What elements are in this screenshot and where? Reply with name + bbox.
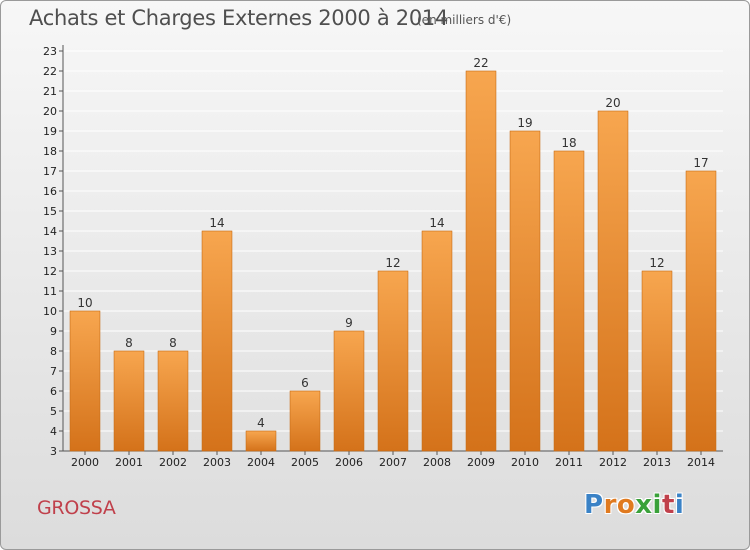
y-tick-label: 9 (50, 325, 57, 338)
y-tick-label: 5 (50, 405, 57, 418)
x-tick-label: 2006 (335, 456, 363, 469)
bar (421, 230, 453, 452)
y-tick-label: 18 (43, 145, 57, 158)
x-tick-label: 2008 (423, 456, 451, 469)
bar-value-label: 8 (125, 336, 133, 350)
y-tick-label: 19 (43, 125, 57, 138)
logo-letter: P (584, 490, 604, 520)
bar-value-label: 10 (77, 296, 92, 310)
bar (377, 270, 409, 452)
labels: 3 4 5 6 7 8 9 10 11 12 13 14 15 16 17 18 19 20 21 22 23 10 200… (43, 45, 715, 469)
chart-unit-label: (en milliers d'€) (417, 13, 512, 27)
y-tick-label: 4 (50, 425, 57, 438)
y-tick-label: 15 (43, 205, 57, 218)
bar-value-label: 12 (649, 256, 664, 270)
bar-value-label: 12 (385, 256, 400, 270)
x-tick-label: 2002 (159, 456, 187, 469)
x-tick-label: 2011 (555, 456, 583, 469)
bar-value-label: 8 (169, 336, 177, 350)
y-tick-label: 8 (50, 345, 57, 358)
bar-value-label: 6 (301, 376, 309, 390)
x-tick-label: 2005 (291, 456, 319, 469)
y-tick-label: 12 (43, 265, 57, 278)
logo-letter: r (603, 490, 617, 520)
y-tick-label: 16 (43, 185, 57, 198)
bar-value-label: 22 (473, 56, 488, 70)
x-tick-label: 2003 (203, 456, 231, 469)
bar (245, 430, 277, 452)
y-tick-label: 20 (43, 105, 57, 118)
bar-value-label: 9 (345, 316, 353, 330)
bar (333, 330, 365, 452)
y-tick-label: 13 (43, 245, 57, 258)
y-tick-label: 10 (43, 305, 57, 318)
y-tick-label: 11 (43, 285, 57, 298)
chart-title: Achats et Charges Externes 2000 à 2014 (29, 6, 449, 30)
bar-value-label: 20 (605, 96, 620, 110)
bar (289, 390, 321, 452)
y-tick-label: 7 (50, 365, 57, 378)
bar-value-label: 19 (517, 116, 532, 130)
bar (113, 350, 145, 452)
bar (157, 350, 189, 452)
bar-value-label: 14 (209, 216, 224, 230)
x-tick-label: 2007 (379, 456, 407, 469)
bar (465, 70, 497, 452)
x-tick-label: 2001 (115, 456, 143, 469)
bar-value-label: 18 (561, 136, 576, 150)
x-tick-label: 2012 (599, 456, 627, 469)
logo-letter: x (635, 490, 653, 520)
bar-value-label: 4 (257, 416, 265, 430)
bar-value-label: 17 (693, 156, 708, 170)
bars (69, 70, 717, 452)
bar (641, 270, 673, 452)
x-tick-label: 2013 (643, 456, 671, 469)
x-tick-label: 2009 (467, 456, 495, 469)
bar (597, 110, 629, 452)
bar (685, 170, 717, 452)
y-tick-label: 17 (43, 165, 57, 178)
logo-letter: t (661, 490, 675, 520)
logo-letter: i (652, 490, 662, 520)
proxiti-logo: Proxiti (584, 490, 684, 520)
y-tick-label: 21 (43, 85, 57, 98)
x-tick-label: 2000 (71, 456, 99, 469)
logo-letter: i (674, 490, 685, 520)
y-tick-label: 6 (50, 385, 57, 398)
logo-letter: o (616, 490, 636, 520)
commune-name: GROSSA (37, 497, 116, 519)
bar (509, 130, 541, 452)
bar (69, 310, 101, 452)
bar (201, 230, 233, 452)
bar (553, 150, 585, 452)
bar-value-label: 14 (429, 216, 444, 230)
x-tick-label: 2014 (687, 456, 715, 469)
x-tick-label: 2004 (247, 456, 275, 469)
y-tick-label: 23 (43, 45, 57, 58)
y-tick-label: 3 (50, 445, 57, 458)
x-tick-label: 2010 (511, 456, 539, 469)
y-tick-label: 22 (43, 65, 57, 78)
y-tick-label: 14 (43, 225, 57, 238)
